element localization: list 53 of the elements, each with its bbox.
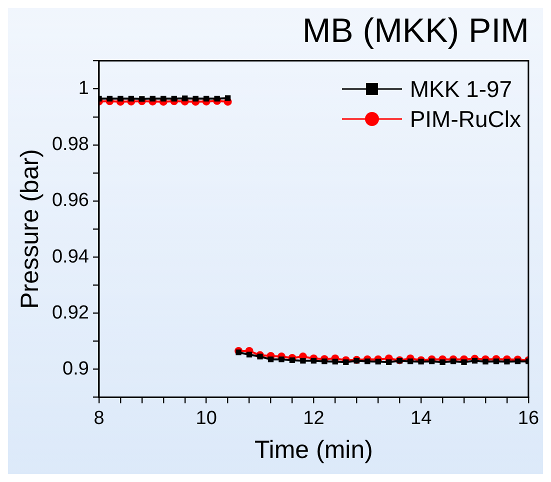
point [289, 357, 296, 364]
x-tick-label: 8 [94, 408, 104, 429]
point [160, 96, 166, 102]
point [139, 96, 145, 102]
chart-title: MB (MKK) PIM [302, 12, 529, 50]
point [171, 96, 177, 102]
point [375, 358, 381, 364]
point [461, 359, 467, 365]
point [408, 358, 414, 364]
point [310, 358, 317, 364]
point [386, 359, 392, 365]
point [440, 359, 446, 365]
point [106, 96, 113, 102]
point [450, 358, 456, 364]
y-tick-label: 0.92 [52, 302, 89, 324]
y-axis-title: Pressure (bar) [16, 149, 44, 309]
point [257, 354, 263, 360]
point [224, 95, 231, 101]
point [300, 358, 306, 364]
point [150, 96, 156, 102]
point [322, 358, 328, 364]
y-tick-label: 0.9 [62, 358, 89, 380]
point [118, 96, 124, 102]
point [128, 96, 134, 102]
point [182, 96, 188, 102]
point [482, 358, 488, 364]
point [236, 350, 242, 356]
point [214, 96, 220, 102]
y-tick-label: 0.94 [52, 246, 90, 268]
point [278, 356, 284, 362]
point [204, 96, 210, 102]
x-axis-title: Time (min) [254, 436, 373, 464]
y-tick-label: 1 [78, 78, 89, 100]
y-tick-label: 0.98 [52, 134, 89, 156]
x-tick-label: 10 [196, 408, 217, 429]
point [418, 358, 424, 364]
x-tick-label: 12 [303, 408, 324, 429]
point [364, 358, 370, 364]
point [504, 358, 510, 364]
point [472, 358, 478, 364]
y-tick-label: 0.96 [52, 190, 89, 212]
legend-label: PIM-RuClx [410, 105, 521, 134]
point [343, 359, 349, 365]
point [493, 358, 500, 364]
x-tick-label: 14 [410, 408, 432, 429]
legend-label: MKK 1-97 [410, 75, 512, 104]
point [268, 356, 274, 362]
point [332, 358, 338, 364]
x-tick-label: 16 [518, 408, 540, 429]
point [246, 352, 252, 358]
point [514, 358, 521, 364]
point [192, 96, 198, 102]
point [428, 358, 435, 364]
